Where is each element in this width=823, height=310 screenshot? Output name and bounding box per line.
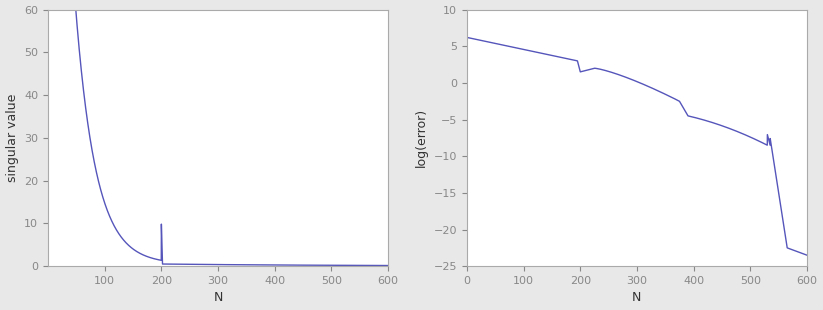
X-axis label: N: N	[213, 291, 223, 304]
X-axis label: N: N	[632, 291, 642, 304]
Y-axis label: log(error): log(error)	[415, 108, 428, 167]
Y-axis label: singular value: singular value	[6, 94, 19, 182]
